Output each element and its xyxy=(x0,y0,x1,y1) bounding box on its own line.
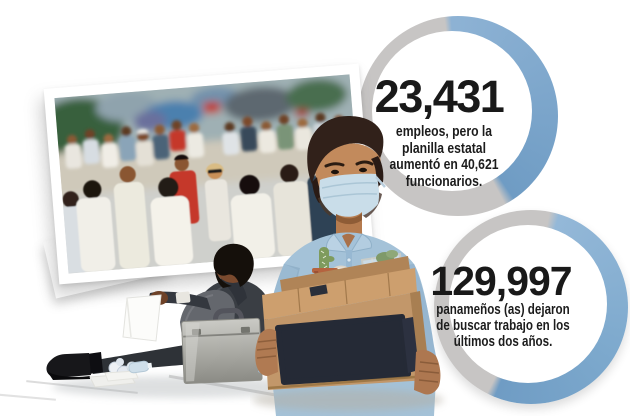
paper-fold xyxy=(126,297,132,338)
button xyxy=(346,257,352,263)
left-hand xyxy=(255,328,278,376)
water-bottle xyxy=(128,360,153,374)
mask-strap xyxy=(375,176,386,188)
neck-shadow xyxy=(336,213,362,225)
box-panel-wrap xyxy=(402,317,419,373)
hair xyxy=(213,243,254,287)
sock xyxy=(87,352,103,374)
stat1-value: 23,431 xyxy=(374,71,505,122)
stat-ring-2 xyxy=(434,210,628,404)
stat1-line4: funcionarios. xyxy=(405,173,483,190)
briefcase-latch xyxy=(240,326,251,334)
crowd-photo xyxy=(43,63,375,285)
right-hand xyxy=(414,349,441,395)
stat2-description: panameños (as) dejaron de buscar trabajo… xyxy=(423,302,583,350)
flap-creases xyxy=(297,272,391,313)
eye xyxy=(359,167,367,173)
paper xyxy=(122,294,162,342)
briefcase xyxy=(181,307,263,384)
stat-ring-1 xyxy=(358,16,558,216)
hair-fringe xyxy=(215,271,232,288)
stat1-line2: planilla estatal xyxy=(402,140,486,157)
shoe-sole xyxy=(47,371,90,380)
crowd-photo-illustration xyxy=(54,74,364,274)
mask-folds xyxy=(321,182,378,199)
dark-object-on-flap xyxy=(309,284,328,297)
blonde-woman xyxy=(204,163,232,242)
sitting-man-illustration xyxy=(46,243,308,398)
briefcase-highlight xyxy=(185,322,200,382)
shoe xyxy=(46,353,91,378)
eyebrow xyxy=(324,162,345,168)
stat2-value: 129,997 xyxy=(430,258,572,304)
chest-skin xyxy=(342,233,355,248)
box-front-flap xyxy=(262,268,417,320)
flat-papers xyxy=(89,370,139,388)
stat1-line3: aumentó en 40,621 xyxy=(389,157,499,174)
masked-man-illustration xyxy=(252,116,444,416)
eye xyxy=(331,169,339,175)
stat2-line2: de buscar trabajo en los xyxy=(436,317,570,334)
eyebrow xyxy=(355,160,374,166)
stat1-description: empleos, pero la planilla estatal aument… xyxy=(360,124,528,190)
stat2-line1: panameños (as) dejaron xyxy=(436,302,570,318)
shirt-cuff xyxy=(175,291,191,304)
box-shadow xyxy=(252,389,444,411)
box-bottom-edge xyxy=(267,374,429,390)
collar-right xyxy=(349,233,372,253)
stat2-line3: últimos dos años. xyxy=(453,333,553,350)
hair xyxy=(307,116,384,184)
box-panel xyxy=(275,314,411,385)
stat1-line1: empleos, pero la xyxy=(395,124,493,140)
briefcase-handle xyxy=(212,307,244,323)
box-back-flap xyxy=(280,256,410,294)
